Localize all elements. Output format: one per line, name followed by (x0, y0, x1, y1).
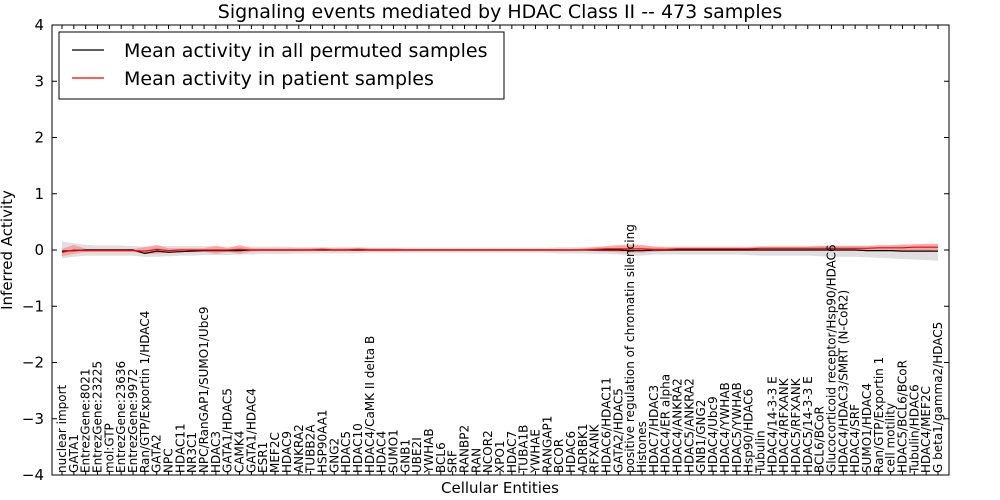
x-category-label: NPC (162, 448, 176, 473)
y-tick-label: 4 (34, 16, 44, 34)
x-category-label: HDAC4/CaMK II delta B (363, 336, 377, 473)
x-category-label: ADRBK1 (576, 424, 590, 474)
x-category-label: SUMO1/HDAC4 (860, 383, 874, 473)
x-category-label: Histones (635, 421, 649, 473)
x-category-label: HDAC5/RFXANK (789, 377, 803, 473)
x-category-label: RAN (469, 448, 483, 473)
y-tick-label: −1 (22, 297, 44, 315)
x-category-label: RFXANK (588, 423, 602, 473)
y-tick-label: −3 (22, 410, 44, 428)
x-category-label: HDAC4/ER alpha (659, 374, 673, 473)
x-category-label: YWHAE (529, 429, 543, 474)
x-category-label: HDAC5/BCL6/BCoR (896, 360, 910, 473)
band-series-0 (62, 241, 938, 261)
x-category-label: GNG2 (327, 438, 341, 473)
y-axis-title: Inferred Activity (0, 190, 16, 310)
series-line-1 (61, 246, 938, 253)
x-category-label: HDAC4/HDAC3/SMRT (N-CoR2) (836, 290, 850, 473)
x-category-label: RANBP2 (458, 425, 472, 473)
y-tick-label: −2 (22, 354, 44, 372)
x-category-label: G beta1/gamma2/HDAC5 (931, 322, 945, 473)
x-category-label: Tubulin/HDAC6 (907, 384, 921, 474)
y-tick-label: −4 (22, 466, 44, 484)
x-category-label: MEF2C (268, 432, 282, 473)
x-category-label: GNB1 (398, 439, 412, 473)
x-category-label: nuclear import (55, 384, 69, 473)
x-category-label: GATA1/HDAC5 (221, 388, 235, 473)
y-tick-label: 1 (34, 185, 44, 203)
x-category-label: GATA1 (67, 434, 81, 473)
x-tick-labels: nuclear importGATA1EntrezGene:8021Entrez… (55, 224, 945, 474)
x-category-label: NPC/RanGAP1/SUMO1/Ubc9 (197, 306, 211, 473)
x-category-label: HDAC3 (209, 431, 223, 473)
x-category-label: HDAC7/HDAC3 (647, 385, 661, 473)
x-category-label: cell motility (884, 403, 898, 473)
legend-box (58, 31, 505, 100)
y-tick-label: 0 (34, 241, 44, 259)
x-category-label: HDAC4/MEF2C (919, 386, 933, 473)
x-category-label: TUBB2A (304, 424, 318, 474)
x-category-label: BCOR (552, 439, 566, 473)
x-category-label: GATA1/HDAC4 (244, 388, 258, 473)
x-category-label: TUBA1B (517, 425, 531, 474)
x-category-label: Ran/GTP/Exportin 1 (872, 357, 886, 473)
x-category-label: HDAC11 (173, 423, 187, 473)
x-category-label: SUMO1 (387, 429, 401, 473)
x-category-label: HDAC6/HDAC11 (600, 377, 614, 473)
x-category-label: EntrezGene:8021 (79, 369, 93, 474)
chart-title: Signaling events mediated by HDAC Class … (218, 1, 782, 23)
x-category-label: HSP90AA1 (315, 409, 329, 473)
x-category-label: HDAC5/ANKRA2 (682, 378, 696, 473)
x-category-label: HDAC4/SRF (848, 404, 862, 473)
y-axis: 4 3 2 1 0 −1 −2 −3 −4 (22, 16, 949, 484)
series-lines (61, 246, 938, 255)
x-category-label: YWHAB (422, 428, 436, 474)
x-category-label: positive regulation of chromatin silenci… (623, 224, 637, 473)
x-category-label: EntrezGene:23636 (114, 361, 128, 473)
x-category-label: EntrezGene:23225 (91, 361, 105, 473)
x-category-label: NR3C1 (185, 432, 199, 473)
x-category-label: SRF (446, 450, 460, 473)
x-category-label: GATA2 (150, 434, 164, 473)
x-category-label: ANKRA2 (292, 424, 306, 473)
x-category-label: EntrezGene:9972 (126, 368, 140, 473)
legend: Mean activity in all permuted samples Me… (58, 31, 505, 100)
x-category-label: GATA2/HDAC5 (611, 388, 625, 473)
x-category-label: HDAC10 (351, 423, 365, 473)
legend-label-patient: Mean activity in patient samples (124, 68, 434, 90)
x-category-label: BCL6/BCoR (813, 406, 827, 473)
x-category-label: UBE2I (410, 437, 424, 473)
x-category-label: ESR1 (256, 442, 270, 473)
x-category-label: HDAC5/YWHAB (730, 382, 744, 473)
x-category-label: Tubulin (753, 430, 767, 474)
x-category-label: HDAC7 (505, 431, 519, 473)
x-category-label: HDAC4 (375, 431, 389, 473)
x-category-label: HDAC4/Ubc9 (706, 396, 720, 473)
x-category-label: GNB1/GNG2 (694, 400, 708, 473)
x-category-label: XPO1 (493, 440, 507, 473)
x-category-label: HDAC4/ANKRA2 (671, 378, 685, 473)
x-category-label: NCOR2 (481, 430, 495, 473)
x-category-label: Glucocorticoid receptor/Hsp90/HDAC6 (825, 244, 839, 473)
x-category-label: mol:GTP (102, 423, 116, 473)
x-category-label: CAMK4 (233, 431, 247, 473)
legend-label-permuted: Mean activity in all permuted samples (124, 40, 487, 62)
x-axis (61, 25, 939, 475)
x-category-label: Hsp90/HDAC6 (742, 389, 756, 473)
x-category-label: Ran/GTP/Exportin 1/HDAC4 (138, 311, 152, 473)
y-tick-label: 2 (34, 129, 44, 147)
x-category-label: HDAC5/14-3-3 E (801, 376, 815, 473)
x-category-label: BCL6 (434, 442, 448, 473)
y-tick-label: 3 (34, 72, 44, 90)
x-category-label: HDAC4/YWHAB (718, 382, 732, 473)
x-category-label: HDAC4/RFXANK (777, 377, 791, 473)
x-category-label: HDAC4/14-3-3 E (765, 376, 779, 473)
x-category-label: HDAC6 (564, 431, 578, 473)
x-category-label: RANGAP1 (540, 416, 554, 473)
x-category-label: HDAC9 (280, 431, 294, 473)
x-category-label: HDAC5 (339, 431, 353, 473)
x-axis-title: Cellular Entities (441, 479, 559, 497)
